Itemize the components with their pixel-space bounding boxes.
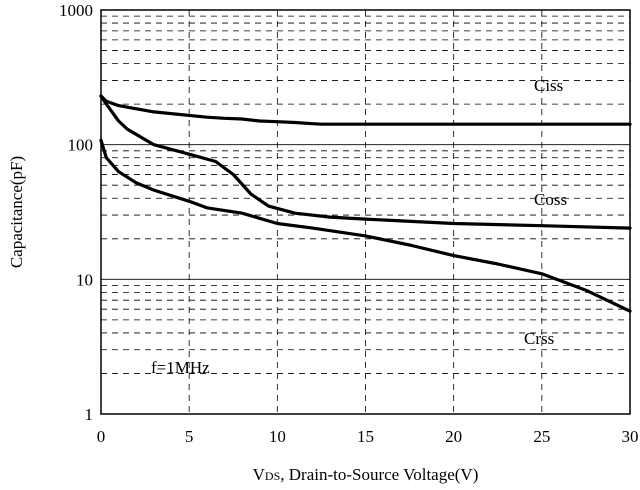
- x-axis-title-rest: , Drain-to-Source Voltage(V): [280, 465, 478, 484]
- series-label-ciss: Ciss: [534, 76, 563, 95]
- y-tick-label: 1000: [59, 1, 93, 20]
- plot-frame: [100, 9, 631, 415]
- x-axis-title-subscript: DS: [265, 469, 280, 483]
- y-tick-label: 100: [68, 136, 94, 155]
- series-line-ciss: [99, 94, 632, 126]
- series-label-crss: Crss: [524, 329, 554, 348]
- grid-layer: [101, 10, 630, 414]
- x-tick-label: 20: [445, 427, 462, 446]
- x-tick-label: 25: [533, 427, 550, 446]
- tick-labels: 0 5 10 15 20 25 30 1 10 100 1000: [59, 1, 639, 446]
- x-tick-label: 30: [622, 427, 639, 446]
- x-axis-title: VDS, Drain-to-Source Voltage(V): [253, 465, 479, 484]
- series-line-crss: [99, 138, 632, 313]
- x-axis-title-prefix: V: [253, 465, 266, 484]
- series-line-coss: [99, 94, 632, 230]
- x-tick-label: 10: [269, 427, 286, 446]
- y-tick-label: 10: [76, 270, 93, 289]
- x-tick-label: 0: [97, 427, 106, 446]
- y-axis-title: Capacitance(pF): [7, 156, 26, 268]
- x-tick-label: 15: [357, 427, 374, 446]
- series-label-coss: Coss: [534, 190, 567, 209]
- frequency-annotation: f=1MHz: [151, 358, 210, 377]
- series-layer: [99, 94, 632, 313]
- y-tick-label: 1: [85, 405, 94, 424]
- x-tick-label: 5: [185, 427, 194, 446]
